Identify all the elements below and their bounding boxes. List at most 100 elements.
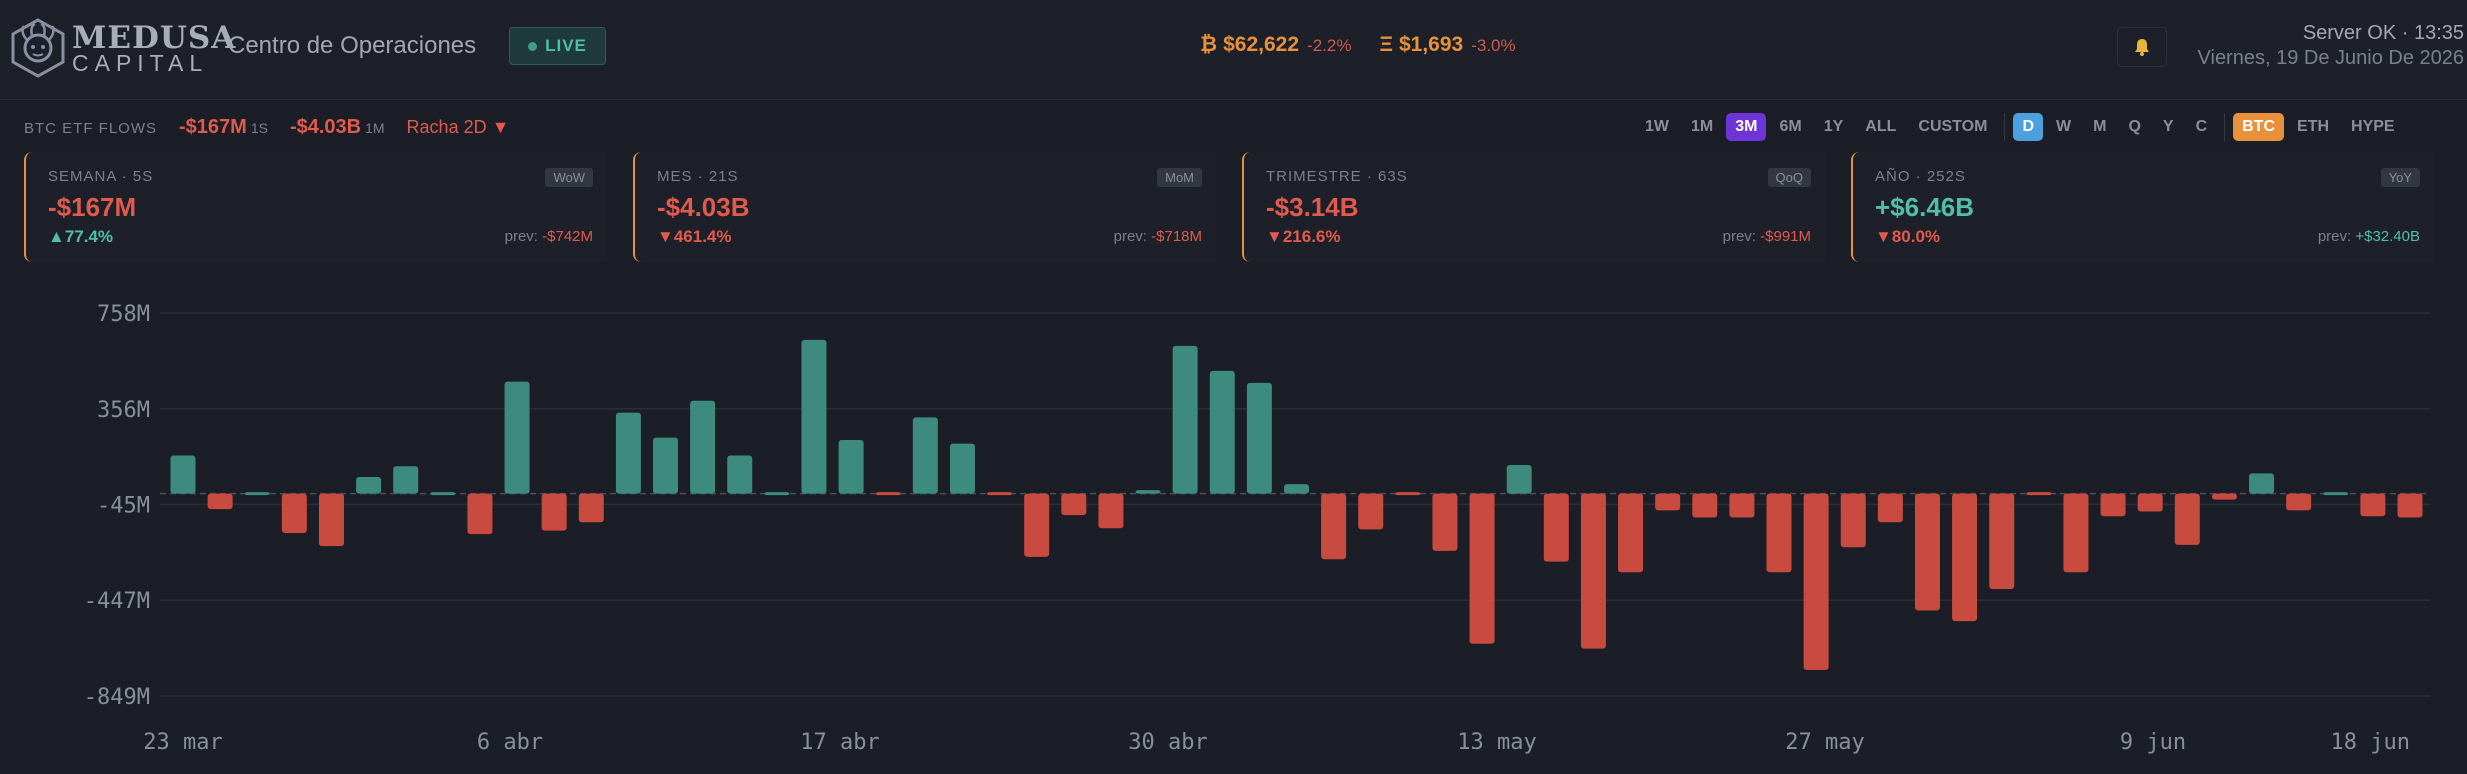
flow-bar[interactable] (318, 493, 344, 547)
flow-bar[interactable] (801, 339, 827, 494)
flow-bar[interactable] (393, 466, 419, 494)
notifications-button[interactable] (2117, 27, 2167, 67)
flow-bar[interactable] (1506, 465, 1532, 494)
flow-week-unit: 1S (250, 120, 268, 136)
flow-bar[interactable] (653, 437, 679, 494)
flow-month-value: -$4.03B (289, 116, 362, 138)
flow-bar[interactable] (1543, 493, 1569, 562)
live-label: LIVE (545, 36, 587, 55)
flow-bar[interactable] (1246, 382, 1272, 494)
granularity-m-button[interactable]: M (2093, 118, 2107, 135)
flow-bar[interactable] (430, 492, 456, 496)
flow-bar[interactable] (1358, 493, 1384, 530)
card-delta: ▼80.0% (1875, 227, 1941, 246)
flow-bar[interactable] (578, 493, 604, 523)
flow-bar[interactable] (1580, 493, 1606, 649)
card-delta: ▼461.4% (657, 227, 732, 246)
flow-bar[interactable] (1729, 493, 1755, 518)
granularity-w-button[interactable]: W (2056, 118, 2072, 135)
flow-bar[interactable] (1766, 493, 1792, 573)
flow-bar[interactable] (2063, 493, 2089, 573)
granularity-d-button[interactable]: D (2013, 113, 2043, 141)
flow-bar[interactable] (1061, 493, 1087, 516)
flow-bar[interactable] (1098, 493, 1124, 529)
flow-bar[interactable] (727, 455, 753, 494)
live-badge: LIVE (509, 27, 606, 65)
flow-bar[interactable] (1989, 493, 2015, 589)
flow-bar[interactable] (987, 492, 1013, 496)
flow-bar[interactable] (615, 412, 641, 494)
flow-bar[interactable] (2211, 493, 2237, 500)
flow-bar[interactable] (949, 443, 975, 494)
flow-bar[interactable] (1172, 345, 1198, 494)
flow-bar[interactable] (2397, 493, 2423, 518)
flow-bar[interactable] (170, 455, 196, 494)
x-tick-label: 6 abr (477, 730, 543, 755)
streak-indicator: Racha 2D ▼ (406, 117, 510, 137)
brand-subtitle: CAPITAL (72, 50, 209, 76)
granularity-c-button[interactable]: C (2195, 118, 2208, 135)
flow-bar[interactable] (1469, 493, 1495, 644)
flow-bar[interactable] (2026, 492, 2052, 496)
flow-bar[interactable] (1135, 490, 1161, 494)
flow-bar[interactable] (1803, 493, 1829, 671)
range-all-button[interactable]: ALL (1865, 118, 1897, 135)
range-6m-button[interactable]: 6M (1779, 118, 1802, 135)
range-1m-button[interactable]: 1M (1691, 118, 1714, 135)
flow-bar[interactable] (2249, 473, 2275, 494)
flow-bar[interactable] (1692, 493, 1718, 518)
flow-bar[interactable] (1914, 493, 1940, 611)
flow-bar[interactable] (1877, 493, 1903, 523)
flow-bar[interactable] (838, 440, 864, 494)
flow-bar[interactable] (356, 476, 382, 494)
flow-bar[interactable] (764, 492, 790, 496)
x-tick-label: 13 may (1457, 730, 1536, 755)
flow-bar[interactable] (2323, 492, 2349, 496)
month-card: MES · 21S MoM -$4.03B ▼461.4% prev: -$71… (633, 152, 1216, 262)
flow-bar[interactable] (690, 400, 716, 494)
flow-bar[interactable] (467, 493, 493, 535)
x-tick-label: 17 abr (800, 730, 879, 755)
flow-bar[interactable] (2174, 493, 2200, 545)
asset-eth-button[interactable]: ETH (2297, 118, 2330, 135)
flow-bar[interactable] (875, 492, 901, 496)
range-custom-button[interactable]: CUSTOM (1918, 118, 1988, 135)
flow-bar[interactable] (2100, 493, 2126, 517)
flow-bar[interactable] (1395, 492, 1421, 496)
flow-bar[interactable] (1209, 370, 1235, 494)
flow-bar[interactable] (2286, 493, 2312, 511)
asset-hype-button[interactable]: HYPE (2351, 118, 2395, 135)
flow-bar[interactable] (2137, 493, 2163, 512)
flow-bar[interactable] (1840, 493, 1866, 548)
granularity-q-button[interactable]: Q (2128, 118, 2141, 135)
prev-label: prev: (2317, 228, 2352, 245)
flow-bar[interactable] (1618, 493, 1644, 573)
flow-bar[interactable] (1321, 493, 1347, 560)
y-tick-label: -447M (84, 589, 150, 614)
card-tag: WoW (545, 168, 593, 187)
flow-bar[interactable] (244, 492, 270, 496)
granularity-y-button[interactable]: Y (2162, 118, 2174, 135)
card-tag: QoQ (1767, 168, 1811, 187)
flow-bar[interactable] (1284, 484, 1309, 494)
flow-bar[interactable] (1655, 493, 1681, 511)
range-1y-button[interactable]: 1Y (1823, 118, 1844, 135)
asset-btc-button[interactable]: BTC (2233, 113, 2285, 141)
flow-week-value: -$167M (179, 116, 247, 138)
card-header: MES · 21S (657, 168, 739, 185)
card-prev: prev: -$742M (505, 228, 593, 245)
flow-bar[interactable] (1024, 493, 1050, 557)
flow-bar[interactable] (1952, 493, 1978, 622)
flow-bar[interactable] (504, 381, 530, 494)
range-3m-button[interactable]: 3M (1726, 113, 1767, 141)
server-status: Server OK · 13:35 (2302, 22, 2464, 44)
prev-label: prev: (1113, 228, 1147, 245)
range-1w-button[interactable]: 1W (1645, 118, 1669, 135)
flow-bar[interactable] (912, 417, 938, 494)
prev-value: -$742M (542, 228, 593, 245)
flow-bar[interactable] (207, 493, 233, 510)
flow-bar[interactable] (2360, 493, 2386, 517)
flow-bar[interactable] (541, 493, 567, 531)
flow-bar[interactable] (1432, 493, 1458, 551)
flow-bar[interactable] (281, 493, 307, 533)
